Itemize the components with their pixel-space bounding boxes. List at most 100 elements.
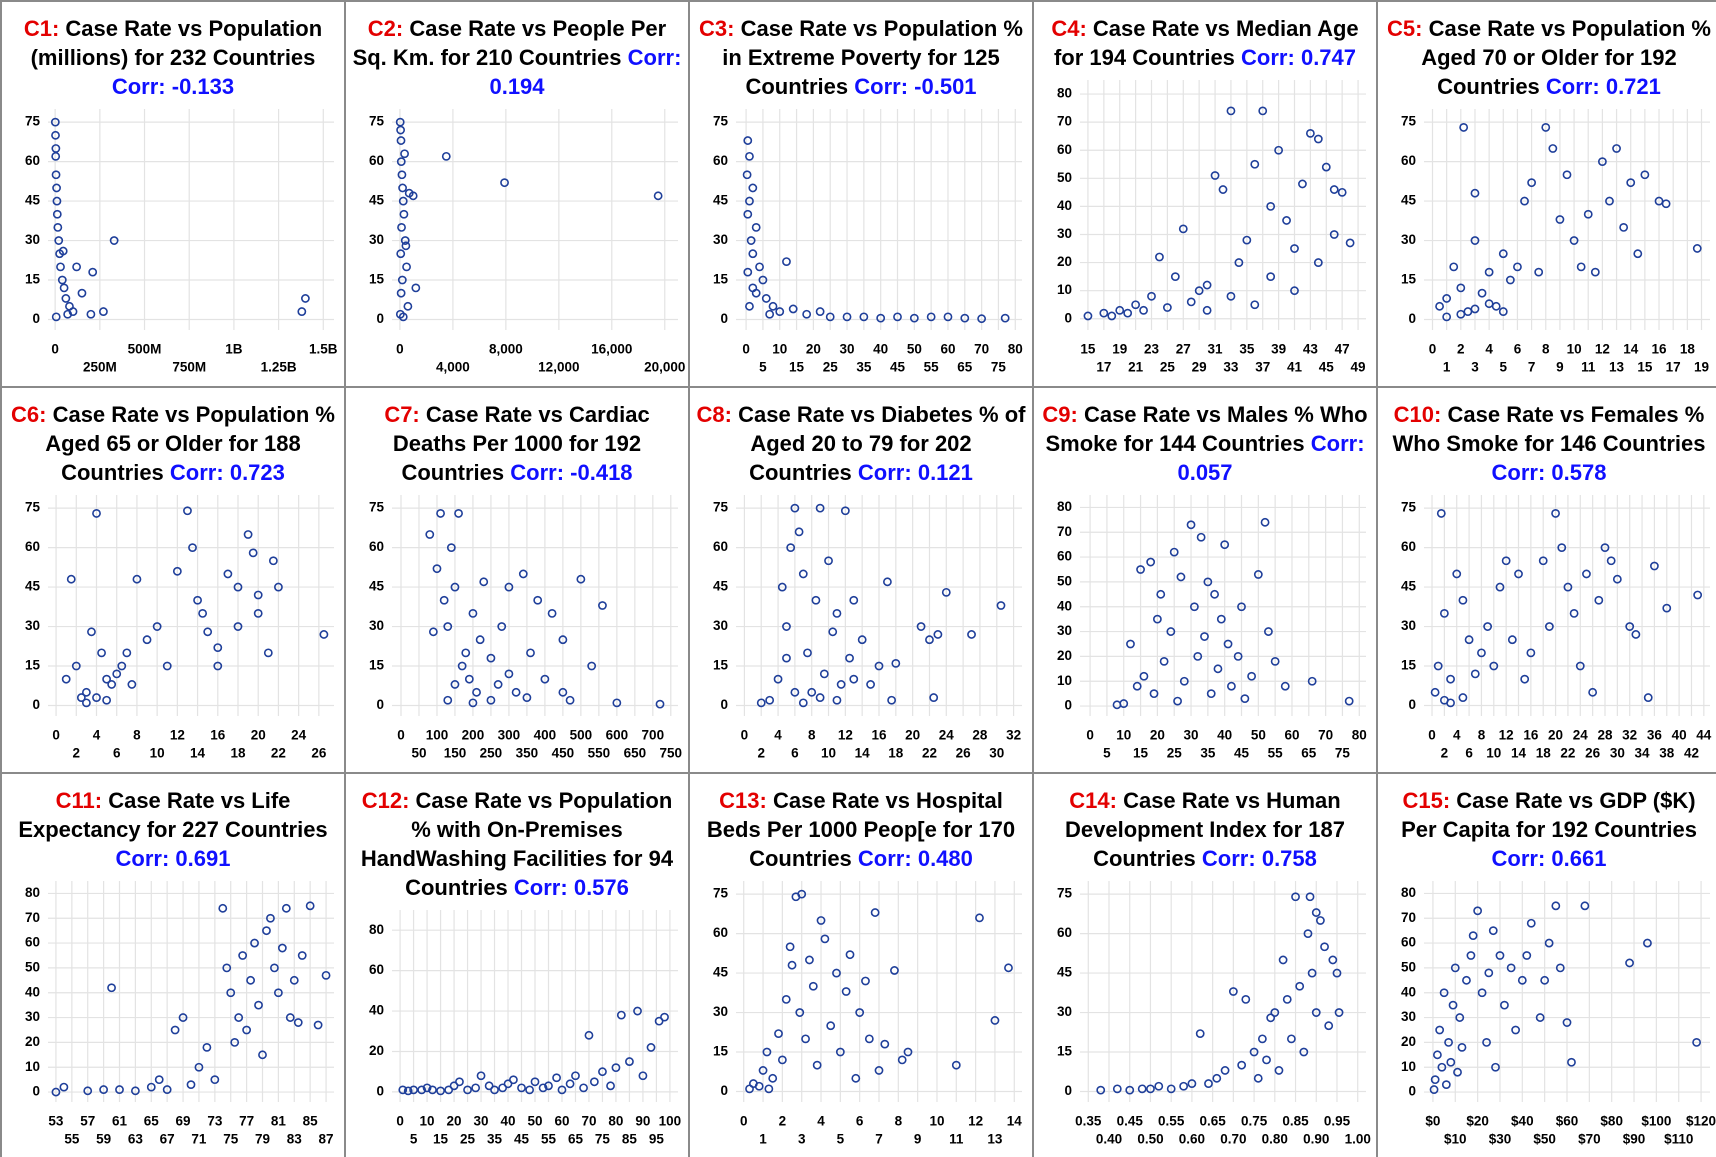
y-tick-label: 30 <box>1401 232 1416 247</box>
chart-label: C2: <box>367 16 404 41</box>
y-tick-label: 45 <box>25 193 41 208</box>
x-tick-label: 11 <box>949 1132 964 1147</box>
data-point <box>1320 942 1329 952</box>
data-point <box>1146 557 1156 567</box>
x-tick-label: 16,000 <box>591 342 632 357</box>
data-point <box>162 661 172 671</box>
x-tick-label: 1.00 <box>1345 1132 1371 1147</box>
y-tick-label: 60 <box>1401 539 1416 554</box>
x-tick-label: 700 <box>642 728 665 743</box>
y-tick-label: 70 <box>1401 910 1416 925</box>
y-tick-label: 15 <box>369 272 385 287</box>
chart-label: C7: <box>384 402 420 427</box>
data-point <box>1223 639 1233 649</box>
data-point <box>748 183 758 193</box>
data-point <box>213 661 223 671</box>
x-tick-label: 0 <box>742 342 750 357</box>
data-point <box>1435 301 1444 311</box>
data-point <box>1280 681 1290 691</box>
y-tick-label: 60 <box>1057 925 1072 940</box>
data-point <box>428 1085 437 1095</box>
data-point <box>56 262 65 272</box>
x-tick-label: 65 <box>144 1114 160 1129</box>
chart-panel: C5: Case Rate vs Population % Aged 70 or… <box>1376 0 1716 388</box>
x-tick-label: 550 <box>588 746 611 761</box>
x-tick-label: 5 <box>1103 746 1111 761</box>
x-tick-label: 0 <box>1429 342 1437 357</box>
x-tick-label: 5 <box>410 1132 418 1147</box>
data-point <box>816 916 826 925</box>
x-tick-label: 0.65 <box>1199 1114 1226 1129</box>
chart-title: C6: Case Rate vs Population % Aged 65 or… <box>2 388 344 487</box>
data-point <box>230 1038 240 1047</box>
chart-panel: C11: Case Rate vs Life Expectancy for 22… <box>0 772 346 1157</box>
y-tick-label: 75 <box>25 114 41 129</box>
data-point <box>815 307 825 316</box>
data-point <box>396 136 406 145</box>
data-point <box>1450 963 1460 973</box>
y-tick-label: 0 <box>32 697 40 712</box>
data-point <box>815 693 825 702</box>
corr-label: Corr: <box>1545 74 1600 99</box>
x-tick-label: 0.95 <box>1324 1114 1351 1129</box>
y-tick-label: 80 <box>369 922 384 937</box>
data-point <box>1295 981 1305 991</box>
data-point <box>845 653 854 663</box>
y-tick-label: 0 <box>376 697 384 712</box>
data-point <box>1324 1021 1334 1031</box>
y-tick-label: 10 <box>1057 673 1072 688</box>
data-point <box>484 1081 494 1091</box>
data-point <box>61 674 71 684</box>
data-point <box>1456 309 1466 319</box>
title-text: Case Rate vs Life Expectancy for 227 Cou… <box>18 788 328 842</box>
y-tick-label: 20 <box>369 1043 384 1058</box>
data-point <box>398 196 408 206</box>
data-point <box>1442 312 1452 322</box>
x-tick-label: 21 <box>1128 360 1144 375</box>
data-point <box>1612 144 1621 153</box>
data-point <box>281 903 291 913</box>
data-point <box>812 1060 822 1070</box>
data-point <box>486 695 496 705</box>
data-point <box>107 983 116 993</box>
y-tick-label: 45 <box>1401 193 1417 208</box>
data-point <box>472 687 481 697</box>
data-point <box>925 635 934 645</box>
x-tick-label: 1.25B <box>261 360 297 375</box>
y-tick-label: 0 <box>720 1083 728 1098</box>
x-tick-label: 8 <box>895 1114 903 1129</box>
data-point <box>557 1085 567 1095</box>
data-point <box>504 669 514 679</box>
x-tick-label: 70 <box>581 1114 596 1129</box>
x-tick-label: 0 <box>741 728 749 743</box>
y-tick-label: 45 <box>369 579 385 594</box>
data-point <box>826 1021 836 1031</box>
x-tick-label: 55 <box>924 360 940 375</box>
data-point <box>398 1085 408 1095</box>
x-tick-label: 85 <box>622 1132 638 1147</box>
data-point <box>1226 291 1236 301</box>
chart-label: C1: <box>23 16 60 41</box>
x-tick-label: 400 <box>534 728 557 743</box>
data-point <box>1626 178 1636 188</box>
data-point <box>321 970 331 980</box>
chart-panel: C1: Case Rate vs Population (millions) f… <box>0 0 346 388</box>
data-point <box>436 1086 445 1096</box>
x-tick-label: 35 <box>487 1132 503 1147</box>
data-point <box>1430 687 1440 697</box>
data-point <box>1337 187 1347 197</box>
data-point <box>565 695 575 705</box>
data-point <box>1159 656 1169 666</box>
data-point <box>210 1075 220 1085</box>
x-tick-label: 15 <box>1637 360 1653 375</box>
data-point <box>1470 669 1480 679</box>
data-point <box>61 294 71 303</box>
data-point <box>243 530 253 539</box>
x-tick-label: 28 <box>1597 728 1613 743</box>
x-tick-label: 67 <box>160 1132 175 1147</box>
y-tick-label: 30 <box>369 618 384 633</box>
chart-title: C10: Case Rate vs Females % Who Smoke fo… <box>1378 388 1716 487</box>
data-point <box>540 674 550 684</box>
x-tick-label: 0.35 <box>1075 1114 1102 1129</box>
data-point <box>1446 1057 1456 1067</box>
